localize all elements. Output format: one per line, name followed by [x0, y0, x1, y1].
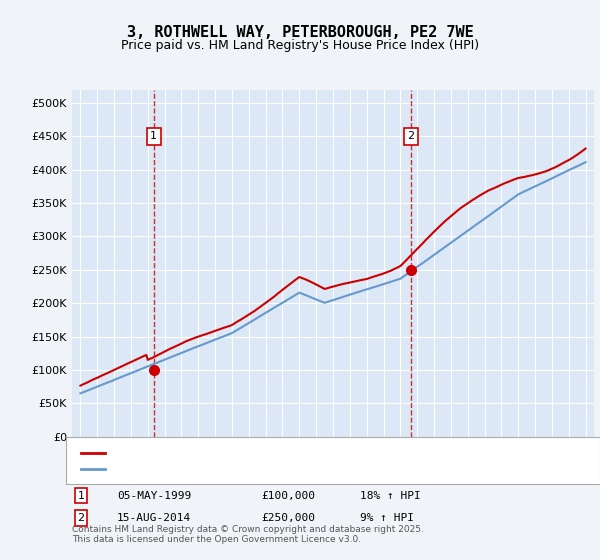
Text: 3, ROTHWELL WAY, PETERBOROUGH, PE2 7WE: 3, ROTHWELL WAY, PETERBOROUGH, PE2 7WE: [127, 25, 473, 40]
Text: 05-MAY-1999: 05-MAY-1999: [117, 491, 191, 501]
Text: 2: 2: [77, 513, 85, 523]
Text: 1: 1: [77, 491, 85, 501]
Text: 3, ROTHWELL WAY, PETERBOROUGH, PE2 7WE (detached house): 3, ROTHWELL WAY, PETERBOROUGH, PE2 7WE (…: [111, 447, 448, 458]
Text: £100,000: £100,000: [261, 491, 315, 501]
Text: 2: 2: [407, 132, 415, 141]
Text: 18% ↑ HPI: 18% ↑ HPI: [360, 491, 421, 501]
Text: Price paid vs. HM Land Registry's House Price Index (HPI): Price paid vs. HM Land Registry's House …: [121, 39, 479, 52]
Text: Contains HM Land Registry data © Crown copyright and database right 2025.
This d: Contains HM Land Registry data © Crown c…: [72, 525, 424, 544]
Text: £250,000: £250,000: [261, 513, 315, 523]
Text: 9% ↑ HPI: 9% ↑ HPI: [360, 513, 414, 523]
Text: 1: 1: [150, 132, 157, 141]
Text: HPI: Average price, detached house, City of Peterborough: HPI: Average price, detached house, City…: [111, 464, 412, 474]
Text: 15-AUG-2014: 15-AUG-2014: [117, 513, 191, 523]
